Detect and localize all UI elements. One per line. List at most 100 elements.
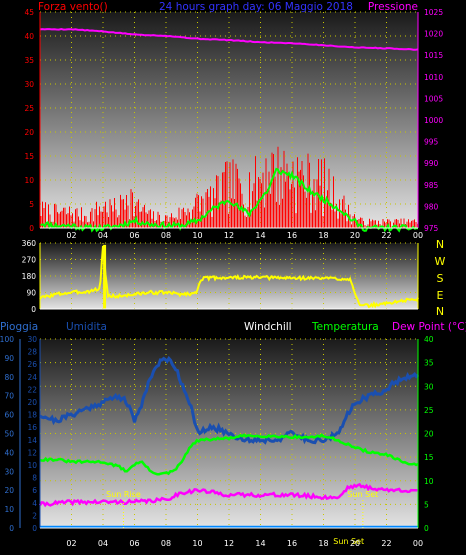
pressure-tick-label: 985 bbox=[424, 181, 439, 190]
x-tick-label: 12 bbox=[224, 539, 234, 548]
x-tick-label: 22 bbox=[381, 231, 391, 240]
temperature-tick-label: 30 bbox=[424, 382, 434, 391]
humidity-tick-label: 28 bbox=[27, 348, 37, 357]
rain-tick-label: 60 bbox=[4, 411, 14, 420]
direction-letter-e: E bbox=[437, 289, 444, 302]
x-tick-label: 02 bbox=[66, 539, 76, 548]
wind-tick-label: 15 bbox=[24, 152, 34, 161]
tick-labels: 0510152025303540459759809859909951000100… bbox=[0, 8, 443, 548]
humidity-tick-label: 26 bbox=[27, 360, 37, 369]
wind-average-line bbox=[40, 167, 418, 233]
humidity-label: Umidita bbox=[66, 321, 107, 333]
x-tick-label: 18 bbox=[318, 539, 328, 548]
humidity-line bbox=[39, 355, 419, 445]
humidity-tick-label: 12 bbox=[27, 448, 37, 457]
rain-tick-label: 50 bbox=[4, 430, 14, 439]
rain-tick-label: 80 bbox=[4, 373, 14, 382]
dewpoint-label: Dew Point (°C) bbox=[392, 321, 466, 333]
temperature-label: Temperatura bbox=[311, 321, 379, 333]
direction-tick-label: 360 bbox=[22, 239, 37, 248]
temperature-tick-label: 25 bbox=[424, 406, 434, 415]
rain-label: Pioggia bbox=[0, 321, 38, 333]
humidity-tick-label: 22 bbox=[27, 385, 37, 394]
humidity-tick-label: 18 bbox=[27, 411, 37, 420]
x-tick-label: 16 bbox=[287, 231, 297, 240]
panel-1-background bbox=[40, 12, 418, 228]
wind-tick-label: 30 bbox=[24, 80, 34, 89]
pressure-tick-label: 1005 bbox=[424, 94, 443, 103]
rain-tick-label: 70 bbox=[4, 392, 14, 401]
direction-letters: N W S E N bbox=[435, 238, 446, 318]
windchill-label: Windchill bbox=[244, 321, 292, 333]
pressure-tick-label: 975 bbox=[424, 224, 439, 233]
pressure-line bbox=[39, 27, 419, 51]
x-tick-label: 12 bbox=[224, 231, 234, 240]
pressure-label: Pressione bbox=[368, 1, 418, 13]
rain-tick-label: 10 bbox=[4, 505, 14, 514]
sun-annotations: Sun Rise Sun Set Sun Set bbox=[106, 490, 378, 546]
pressure-tick-label: 1025 bbox=[424, 8, 443, 17]
temperature-tick-label: 20 bbox=[424, 430, 434, 439]
humidity-tick-label: 20 bbox=[27, 398, 37, 407]
humidity-tick-label: 6 bbox=[32, 486, 37, 495]
x-tick-label: 00 bbox=[413, 231, 423, 240]
wind-tick-label: 0 bbox=[29, 224, 34, 233]
rain-tick-label: 20 bbox=[4, 486, 14, 495]
sun-annotation-label: Sun Set bbox=[347, 490, 378, 499]
x-tick-label: 20 bbox=[350, 231, 360, 240]
panel-2-background bbox=[40, 243, 418, 309]
x-tick-label: 20 bbox=[350, 539, 360, 548]
humidity-tick-label: 14 bbox=[27, 436, 37, 445]
direction-letter-n-top: N bbox=[436, 238, 444, 251]
x-tick-label: 22 bbox=[381, 539, 391, 548]
x-tick-label: 04 bbox=[98, 231, 108, 240]
direction-letter-n-bottom: N bbox=[436, 305, 444, 318]
wind-tick-label: 10 bbox=[24, 176, 34, 185]
humidity-tick-label: 16 bbox=[27, 423, 37, 432]
x-tick-label: 02 bbox=[66, 231, 76, 240]
chart-title: 24 hours graph day: 06 Maggio 2018 bbox=[159, 1, 353, 13]
pressure-tick-label: 1000 bbox=[424, 116, 443, 125]
x-tick-label: 08 bbox=[161, 539, 171, 548]
humidity-tick-label: 24 bbox=[27, 373, 37, 382]
wind-tick-label: 5 bbox=[29, 200, 34, 209]
humidity-tick-label: 8 bbox=[32, 474, 37, 483]
humidity-tick-label: 0 bbox=[32, 524, 37, 533]
x-tick-label: 18 bbox=[318, 231, 328, 240]
x-tick-label: 14 bbox=[255, 231, 265, 240]
temperature-tick-label: 15 bbox=[424, 453, 434, 462]
wind-tick-label: 20 bbox=[24, 128, 34, 137]
x-tick-label: 14 bbox=[255, 539, 265, 548]
rain-tick-label: 30 bbox=[4, 467, 14, 476]
x-tick-label: 00 bbox=[413, 539, 423, 548]
temperature-line bbox=[39, 433, 419, 476]
temperature-tick-label: 10 bbox=[424, 477, 434, 486]
wind-tick-label: 25 bbox=[24, 104, 34, 113]
sun-annotation-label: Sun Rise bbox=[106, 490, 141, 499]
wind-tick-label: 45 bbox=[24, 8, 34, 17]
humidity-tick-label: 30 bbox=[27, 335, 37, 344]
humidity-tick-label: 2 bbox=[32, 511, 37, 520]
sun-annotation-label: Sun Set bbox=[333, 537, 364, 546]
direction-letter-s: S bbox=[437, 272, 444, 285]
pressure-tick-label: 1015 bbox=[424, 51, 443, 60]
dewpoint-line bbox=[38, 482, 418, 508]
x-tick-label: 06 bbox=[129, 231, 139, 240]
rain-tick-label: 40 bbox=[4, 448, 14, 457]
wind-force-label: Forza vento() bbox=[38, 1, 108, 13]
direction-tick-label: 180 bbox=[22, 272, 37, 281]
panel-1-grid bbox=[40, 11, 418, 228]
direction-tick-label: 0 bbox=[31, 305, 36, 314]
x-tick-label: 16 bbox=[287, 539, 297, 548]
x-tick-label: 06 bbox=[129, 539, 139, 548]
temperature-tick-label: 0 bbox=[424, 524, 429, 533]
rain-tick-label: 90 bbox=[4, 354, 14, 363]
direction-tick-label: 90 bbox=[26, 289, 36, 298]
pressure-tick-label: 980 bbox=[424, 202, 439, 211]
humidity-tick-label: 4 bbox=[32, 499, 37, 508]
rain-tick-label: 100 bbox=[0, 335, 14, 344]
pressure-tick-label: 1010 bbox=[424, 73, 443, 82]
axes bbox=[19, 12, 419, 529]
temperature-tick-label: 35 bbox=[424, 359, 434, 368]
